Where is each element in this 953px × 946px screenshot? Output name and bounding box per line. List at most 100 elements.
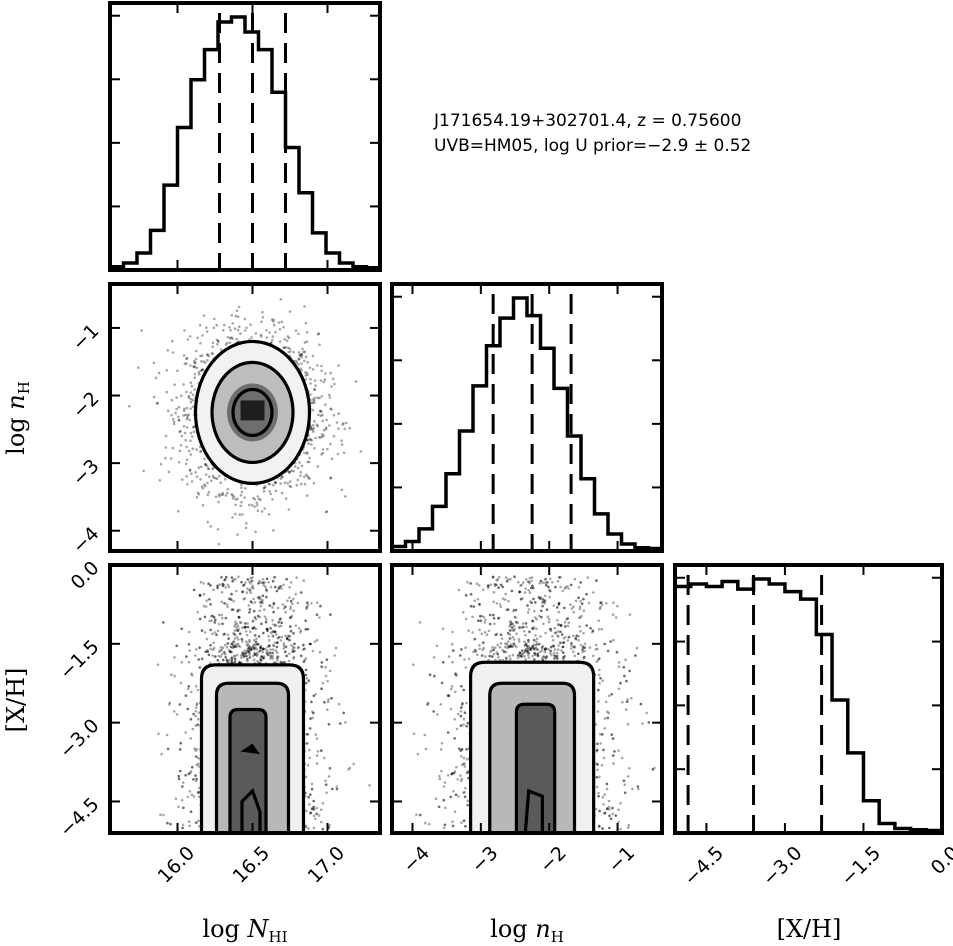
sample-point bbox=[195, 763, 199, 767]
sample-point bbox=[244, 487, 247, 490]
sample-point bbox=[233, 625, 236, 628]
sample-point bbox=[189, 431, 193, 435]
sample-point bbox=[305, 677, 309, 680]
sample-point bbox=[253, 601, 257, 604]
sample-point bbox=[185, 445, 188, 449]
sample-point bbox=[226, 633, 230, 637]
sample-point bbox=[243, 597, 247, 600]
sample-point bbox=[228, 341, 232, 345]
sample-point bbox=[272, 318, 275, 322]
sample-point bbox=[313, 396, 316, 400]
sample-point bbox=[250, 503, 254, 507]
sample-point bbox=[184, 731, 187, 734]
sample-point bbox=[272, 323, 276, 327]
sample-point bbox=[231, 322, 234, 325]
sample-point bbox=[229, 328, 232, 332]
sample-point bbox=[164, 434, 168, 438]
sample-point bbox=[178, 430, 181, 434]
sample-point bbox=[283, 338, 287, 341]
sample-point bbox=[185, 417, 189, 421]
sample-point bbox=[205, 599, 208, 602]
sample-point bbox=[240, 486, 243, 490]
sample-point bbox=[235, 589, 238, 593]
sample-point bbox=[211, 474, 215, 478]
sample-point bbox=[162, 813, 165, 817]
sample-point bbox=[197, 493, 201, 496]
sample-point bbox=[182, 354, 186, 357]
sample-point bbox=[212, 476, 216, 480]
sample-point bbox=[259, 333, 263, 337]
sample-point bbox=[189, 391, 193, 394]
sample-point bbox=[190, 435, 194, 438]
sample-point bbox=[202, 314, 206, 317]
sample-point bbox=[194, 706, 198, 709]
sample-point bbox=[321, 413, 324, 417]
sample-point bbox=[288, 484, 292, 488]
sample-point bbox=[289, 581, 293, 584]
sample-point bbox=[270, 318, 274, 322]
sample-point bbox=[202, 360, 206, 363]
sample-point bbox=[300, 362, 303, 365]
sample-point bbox=[310, 443, 313, 446]
sample-point bbox=[288, 652, 291, 655]
sample-point bbox=[324, 783, 328, 786]
sample-point bbox=[340, 443, 344, 446]
sample-point bbox=[206, 481, 209, 485]
sample-point bbox=[243, 329, 247, 332]
sample-point bbox=[182, 383, 185, 386]
sample-point bbox=[217, 613, 221, 617]
sample-point bbox=[195, 703, 198, 706]
sample-point bbox=[319, 409, 322, 413]
sample-point bbox=[299, 591, 303, 594]
sample-point bbox=[287, 336, 291, 340]
sample-point bbox=[305, 331, 309, 334]
sample-point bbox=[295, 483, 299, 487]
sample-point bbox=[203, 484, 207, 488]
sample-point bbox=[303, 341, 307, 344]
sample-point bbox=[239, 621, 243, 624]
sample-point bbox=[284, 497, 288, 500]
sample-point bbox=[220, 591, 224, 594]
sample-point bbox=[177, 777, 181, 781]
sample-point bbox=[232, 495, 236, 498]
sample-point bbox=[334, 646, 338, 650]
sample-point bbox=[234, 512, 237, 516]
sample-point bbox=[319, 379, 323, 382]
sample-point bbox=[309, 427, 313, 431]
sample-point bbox=[243, 317, 247, 321]
sample-point bbox=[284, 610, 288, 614]
sample-point bbox=[314, 733, 318, 736]
sample-point bbox=[204, 473, 208, 476]
sample-point bbox=[312, 430, 315, 433]
sample-point bbox=[220, 613, 223, 617]
sample-point bbox=[186, 414, 189, 417]
sample-point bbox=[277, 321, 281, 324]
sample-point bbox=[267, 638, 271, 642]
sample-point bbox=[223, 643, 227, 647]
sample-point bbox=[241, 513, 244, 516]
sample-point bbox=[249, 630, 252, 633]
sample-point bbox=[211, 352, 215, 355]
sample-point bbox=[220, 600, 224, 604]
sample-point bbox=[306, 460, 310, 464]
sample-point bbox=[308, 803, 311, 806]
sample-point bbox=[190, 793, 194, 796]
sample-point bbox=[248, 653, 251, 657]
sample-point bbox=[311, 424, 315, 427]
sample-point bbox=[300, 369, 304, 372]
sample-point bbox=[246, 587, 249, 590]
sample-point bbox=[308, 748, 311, 752]
sample-point bbox=[194, 654, 197, 657]
sample-point bbox=[279, 298, 283, 301]
sample-point bbox=[324, 403, 327, 406]
sample-point bbox=[215, 338, 219, 342]
sample-point bbox=[312, 427, 316, 430]
sample-point bbox=[287, 351, 291, 354]
sample-point bbox=[207, 475, 211, 479]
sample-point bbox=[188, 790, 192, 793]
sample-point bbox=[284, 346, 287, 349]
sample-point bbox=[257, 497, 261, 501]
sample-point bbox=[197, 371, 200, 374]
sample-point bbox=[289, 350, 292, 353]
sample-point bbox=[226, 491, 229, 495]
